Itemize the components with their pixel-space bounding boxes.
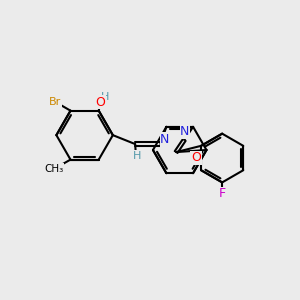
Text: H: H: [132, 151, 141, 161]
Text: O: O: [191, 151, 201, 164]
Text: H: H: [100, 92, 109, 102]
Text: N: N: [180, 125, 190, 138]
Text: CH₃: CH₃: [44, 164, 64, 173]
Text: N: N: [160, 133, 170, 146]
Text: O: O: [95, 96, 105, 109]
Text: F: F: [219, 187, 226, 200]
Text: Br: Br: [49, 97, 61, 107]
